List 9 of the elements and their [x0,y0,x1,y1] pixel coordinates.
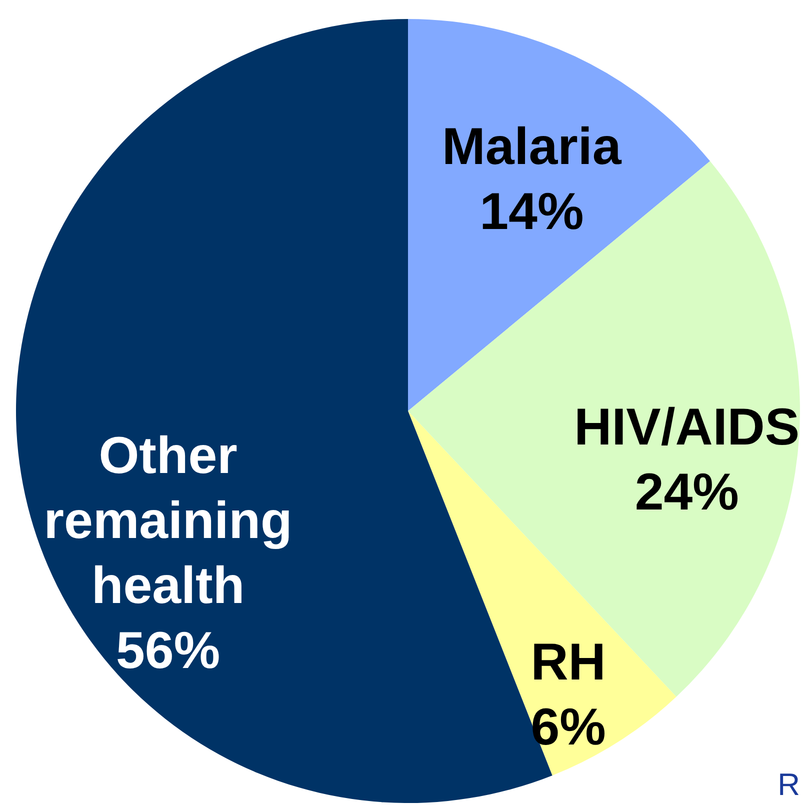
slice-label: RH [530,634,606,692]
text: R [778,767,800,802]
slice-label: Other remaining health [44,426,292,615]
data-label: 14% [480,183,584,242]
slice-label: Malaria [442,118,622,176]
data-label: 24% [634,464,739,522]
data-label: 6% [530,698,606,757]
slice-label: HIV/AIDS [574,398,800,457]
data-label: 56% [116,622,220,680]
